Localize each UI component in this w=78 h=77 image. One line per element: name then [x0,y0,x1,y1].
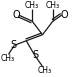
Text: S: S [11,40,17,50]
Text: CH₃: CH₃ [46,1,60,10]
Text: CH₃: CH₃ [1,54,15,63]
Text: O: O [60,10,68,20]
Text: S: S [33,50,39,60]
Text: CH₃: CH₃ [38,66,52,75]
Text: O: O [13,10,20,20]
Text: CH₃: CH₃ [25,1,39,10]
